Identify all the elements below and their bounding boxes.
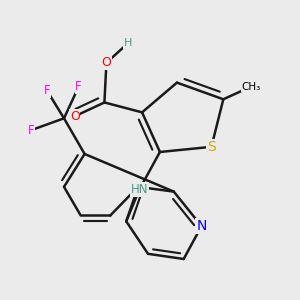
Text: F: F: [44, 84, 50, 97]
Text: H: H: [124, 38, 132, 48]
Text: F: F: [28, 124, 34, 137]
Text: O: O: [70, 110, 80, 123]
Text: S: S: [207, 140, 216, 154]
Text: CH₃: CH₃: [242, 82, 261, 92]
Text: F: F: [75, 80, 82, 93]
Text: O: O: [101, 56, 111, 69]
Text: HN: HN: [130, 183, 148, 196]
Text: N: N: [196, 219, 207, 233]
